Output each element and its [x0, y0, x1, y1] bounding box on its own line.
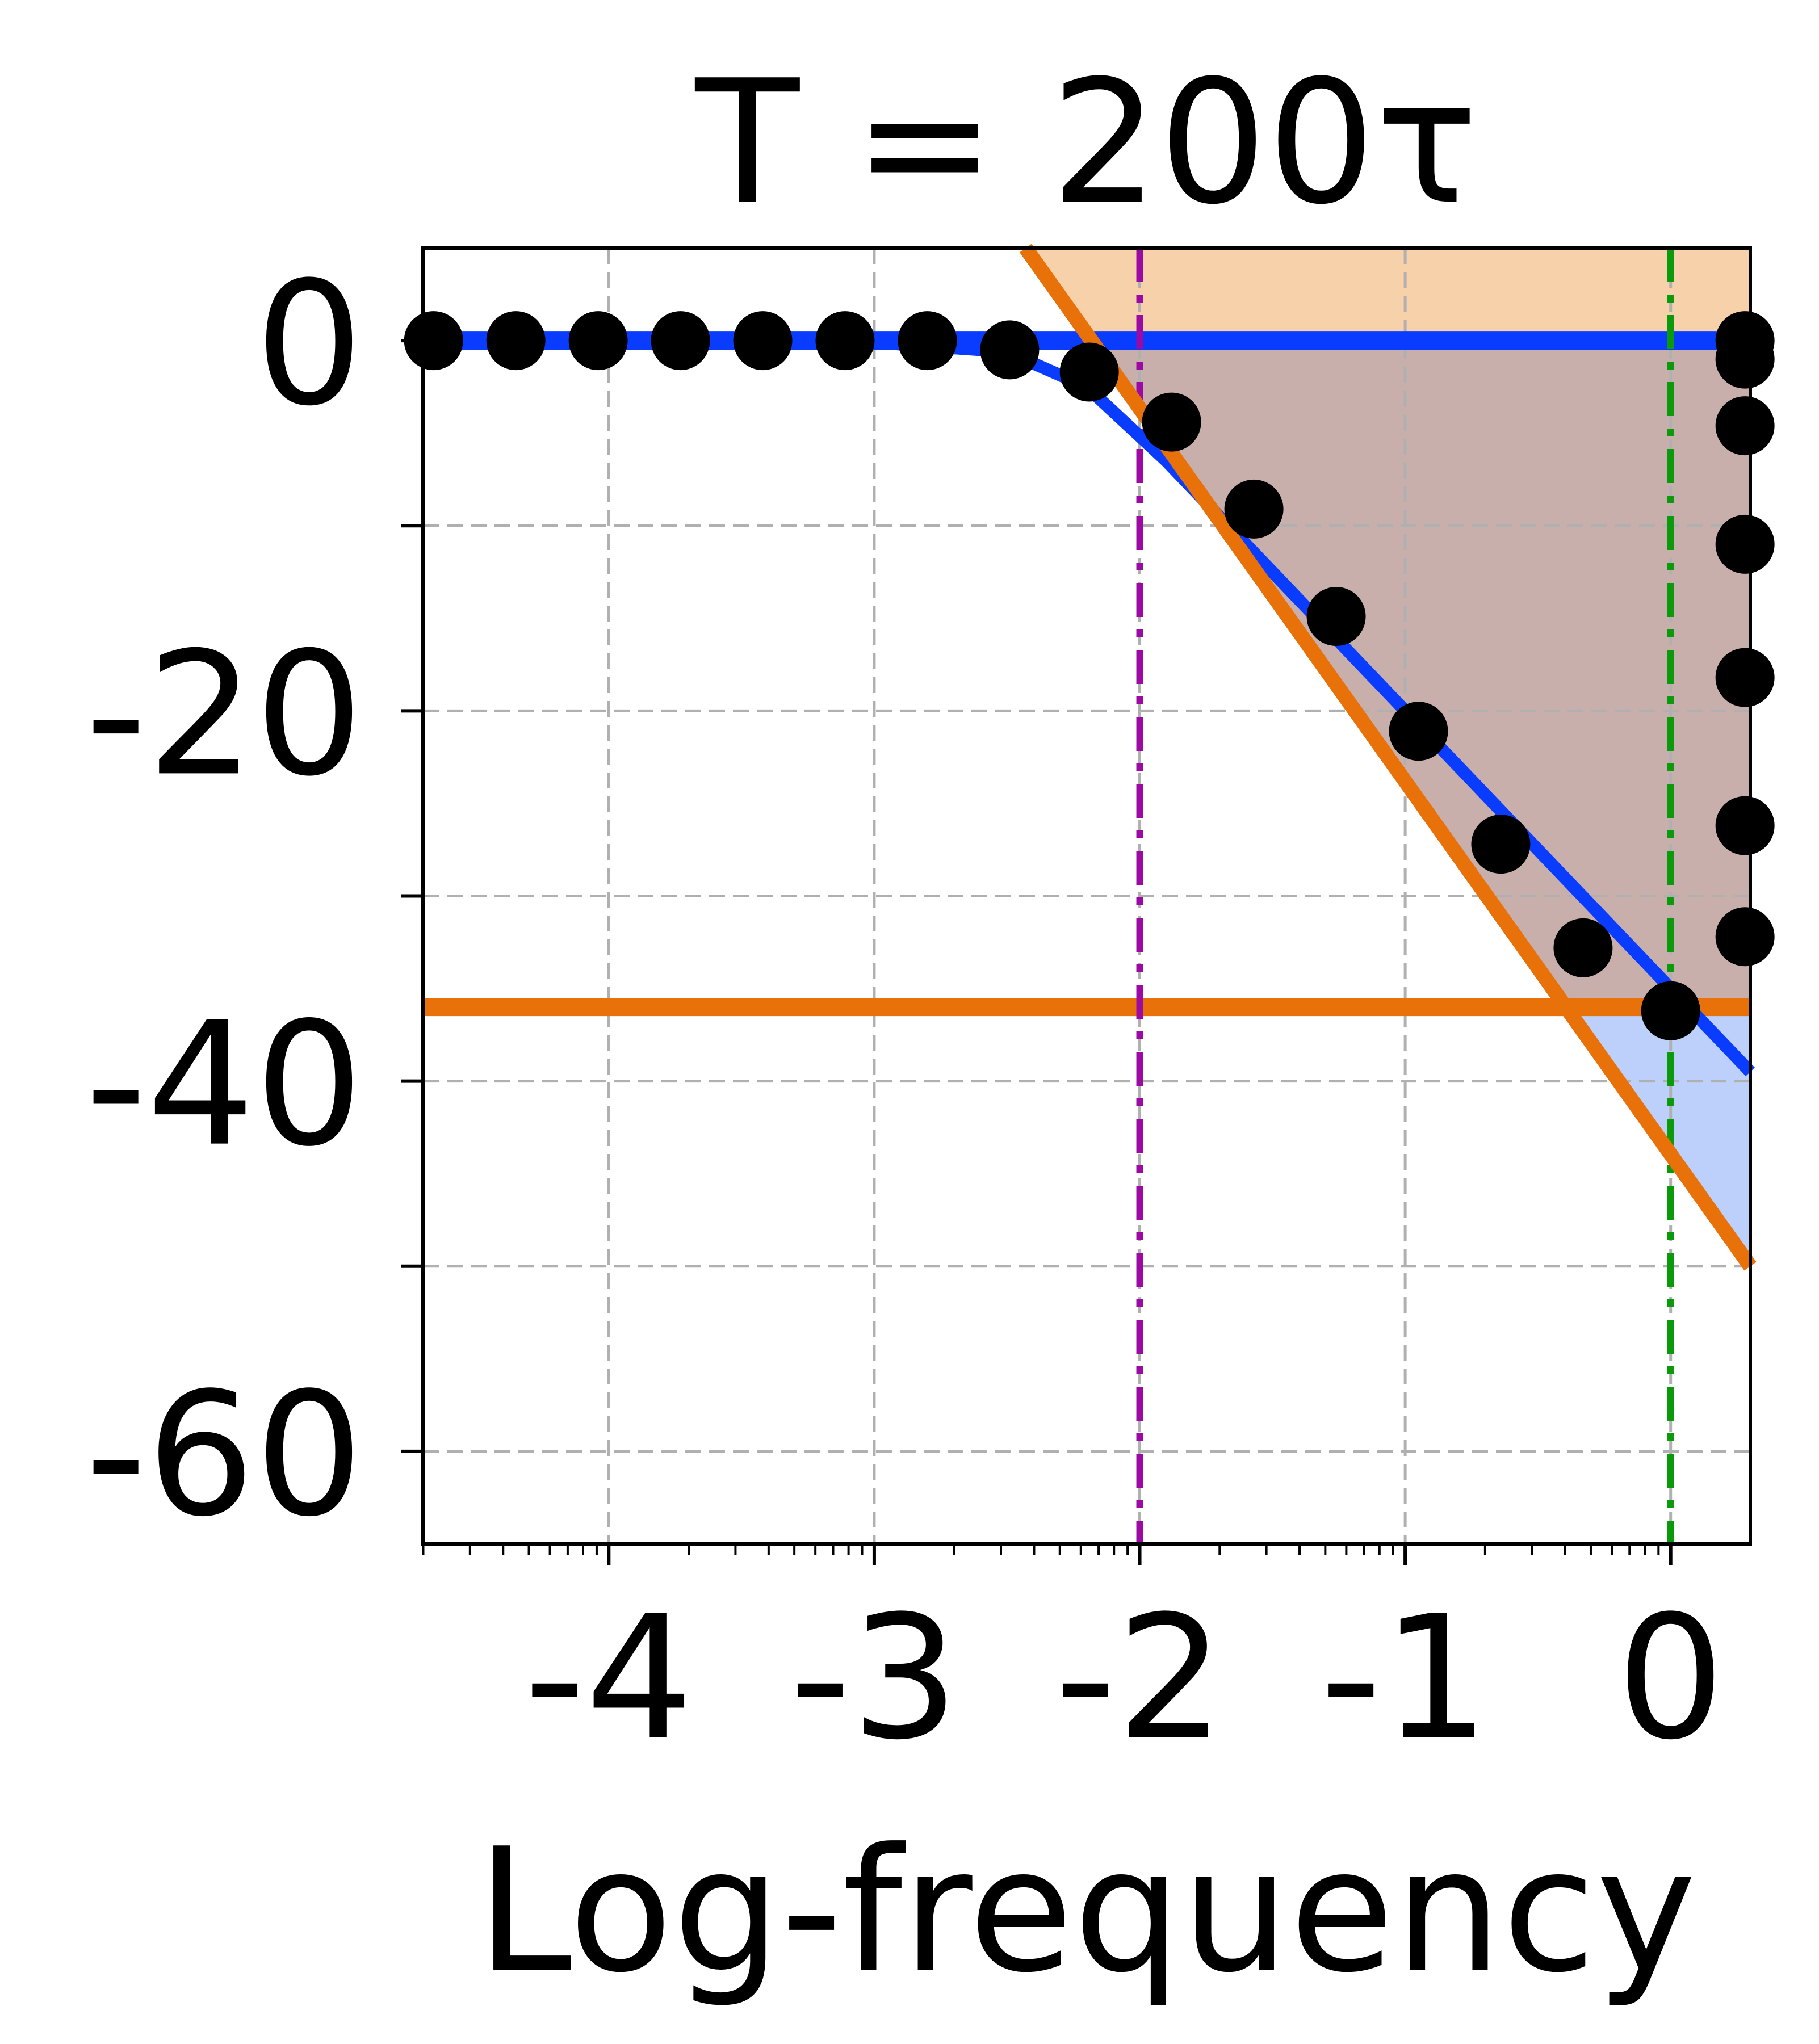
grid [423, 248, 1750, 1544]
chart-title: T = 200τ [693, 44, 1478, 242]
x-tick-label: -1 [1321, 1579, 1490, 1777]
y-tick-labels: 0 -20 -40 -60 [85, 245, 363, 1554]
x-tick-label: -4 [524, 1579, 694, 1777]
scatter-point [1715, 396, 1775, 456]
scatter-point [980, 320, 1040, 380]
scatter-point [1059, 342, 1119, 402]
y-tick-label: -60 [85, 1356, 363, 1554]
x-tick-label: -3 [789, 1579, 959, 1777]
x-tick-label: 0 [1616, 1579, 1725, 1777]
scatter-point [1553, 918, 1613, 977]
scatter-point [898, 311, 957, 371]
shaded-region-above-orange-diagonal [1025, 248, 1750, 341]
scatter-point [1715, 514, 1775, 574]
scatter-point [1142, 392, 1201, 452]
scatter-point [1389, 702, 1448, 761]
scatter-point [1715, 311, 1775, 371]
scatter-point [815, 311, 875, 371]
scatter-point [651, 311, 710, 371]
x-axis-label: Log-frequency [477, 1812, 1697, 2010]
scatter-point [486, 311, 546, 371]
scatter-point [1715, 796, 1775, 855]
scatter-point [1641, 981, 1700, 1040]
scatter-point [404, 311, 463, 371]
scatter-point [1471, 815, 1531, 874]
scatter-point [1306, 587, 1366, 647]
x-tick-labels: -4 -3 -2 -1 0 [524, 1579, 1725, 1777]
scatter-point [1715, 648, 1775, 707]
x-tick-label: -2 [1055, 1579, 1225, 1777]
scatter-point [1224, 479, 1284, 539]
scatter-point [733, 311, 793, 371]
scatter-points [404, 311, 1775, 1040]
scatter-point [568, 311, 628, 371]
axis-ticks [401, 339, 1673, 1565]
y-tick-label: 0 [255, 245, 363, 443]
y-tick-label: -20 [85, 615, 363, 813]
y-tick-label: -40 [85, 986, 363, 1184]
scatter-point [1715, 907, 1775, 967]
